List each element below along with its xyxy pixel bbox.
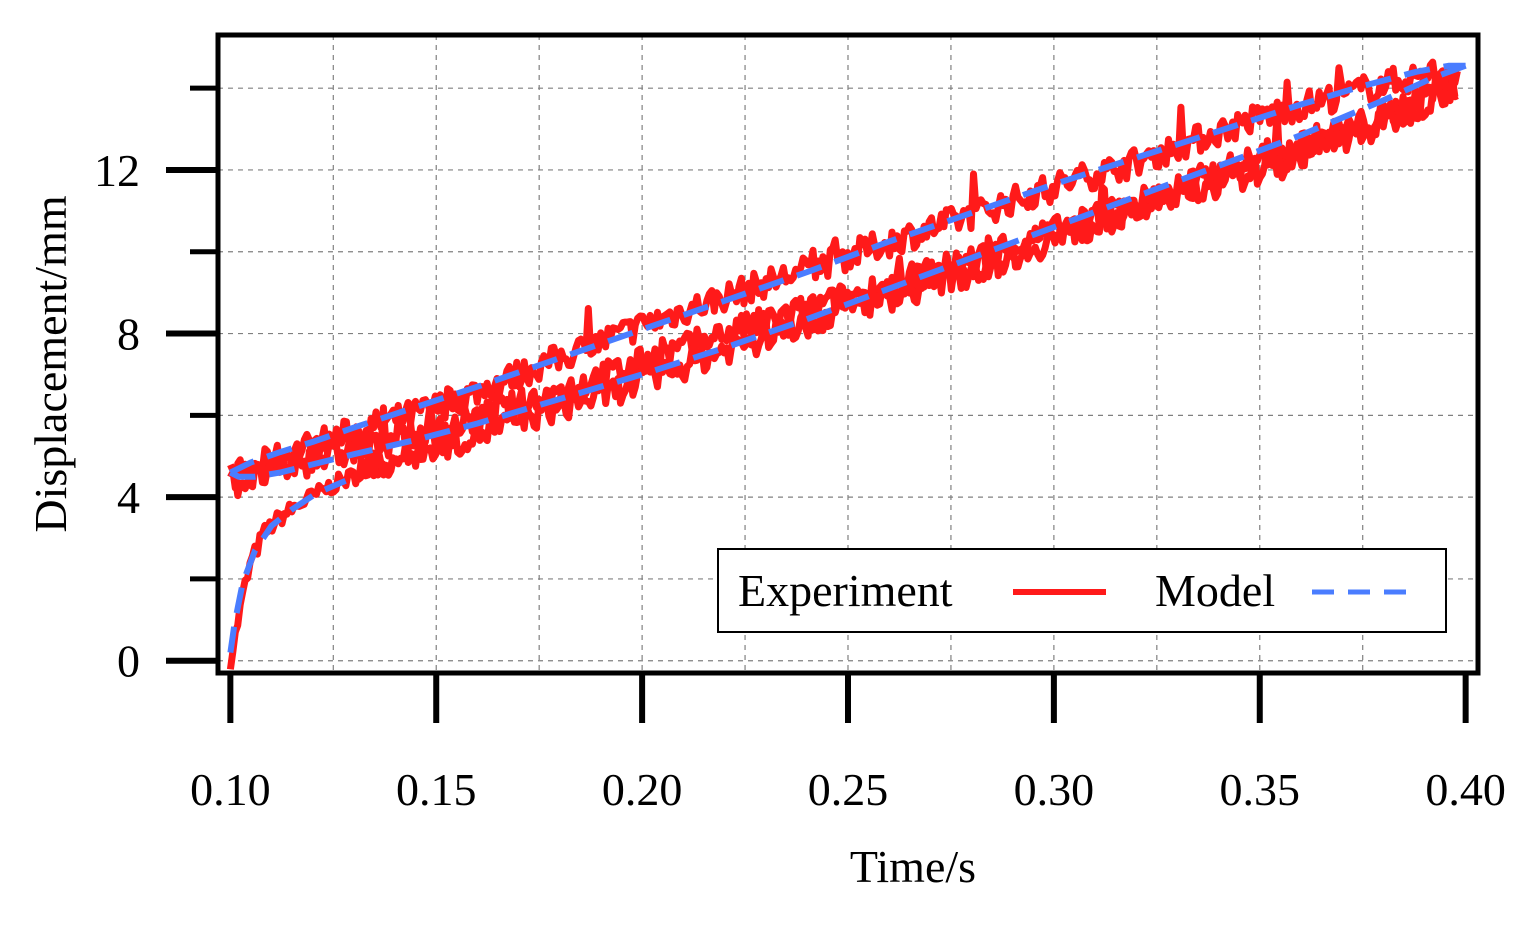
model-series-line bbox=[229, 62, 1466, 476]
y-axis-title: Displacement/mm bbox=[25, 195, 76, 532]
axis-layer: 0.10 0.15 0.20 0.25 0.30 0.35 0.40 0 4 8 12 bbox=[94, 85, 1506, 815]
experiment-series-line bbox=[227, 70, 1461, 500]
x-tick-label: 0.25 bbox=[808, 764, 889, 815]
legend-label-model: Model bbox=[1155, 565, 1275, 616]
y-tick-label: 4 bbox=[117, 472, 140, 523]
experiment-series-line bbox=[226, 449, 399, 670]
experiment-series-line bbox=[351, 75, 1459, 483]
y-tick-label: 12 bbox=[94, 145, 140, 196]
x-axis-title: Time/s bbox=[850, 841, 976, 892]
x-tick-label: 0.40 bbox=[1425, 764, 1506, 815]
x-tick-label: 0.10 bbox=[190, 764, 271, 815]
model-series-line bbox=[229, 62, 1467, 480]
x-tick-label: 0.15 bbox=[396, 764, 477, 815]
y-tick-label: 0 bbox=[117, 636, 140, 687]
x-tick-label: 0.35 bbox=[1220, 764, 1301, 815]
x-tick-label: 0.30 bbox=[1014, 764, 1095, 815]
x-tick-label: 0.20 bbox=[602, 764, 683, 815]
legend: Experiment Model bbox=[717, 548, 1447, 633]
y-tick-label: 8 bbox=[117, 309, 140, 360]
legend-label-experiment: Experiment bbox=[738, 565, 953, 616]
series-layer bbox=[226, 58, 1467, 670]
model-series-line bbox=[227, 478, 347, 654]
